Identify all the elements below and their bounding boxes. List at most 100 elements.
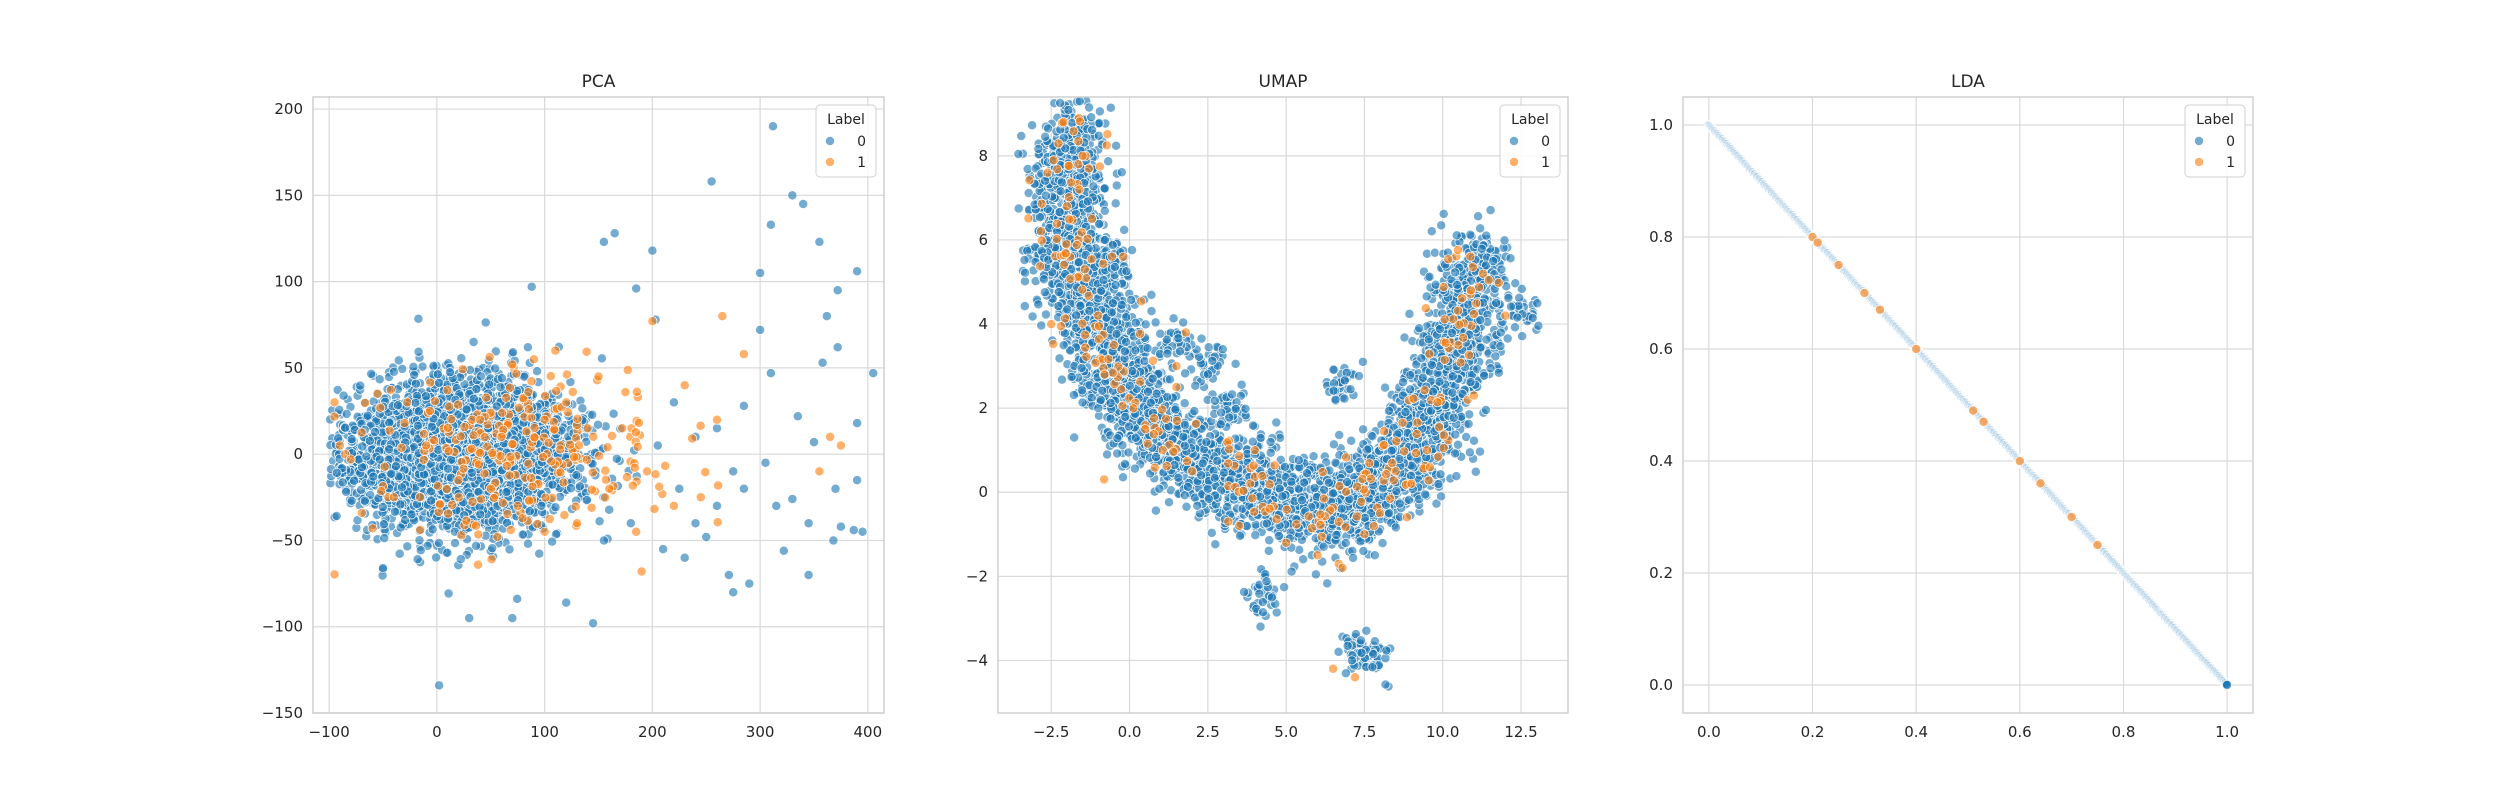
point-label-0	[370, 427, 379, 436]
point-label-0	[414, 347, 423, 356]
point-label-1	[648, 317, 657, 326]
point-label-0	[712, 424, 721, 433]
point-label-0	[433, 370, 442, 379]
point-label-0	[1211, 540, 1220, 549]
point-label-1	[419, 429, 428, 438]
point-label-1	[508, 439, 517, 448]
point-label-0	[593, 420, 602, 429]
point-label-0	[467, 468, 476, 477]
point-label-1	[385, 426, 394, 435]
point-label-1	[380, 462, 389, 471]
x-tick-label: 400	[854, 723, 883, 741]
point-label-0	[818, 358, 827, 367]
point-label-1	[530, 433, 539, 442]
point-label-0	[385, 445, 394, 454]
point-label-1	[456, 432, 465, 441]
point-label-1	[529, 355, 538, 364]
point-label-1	[497, 432, 506, 441]
point-label-0	[450, 539, 459, 548]
point-label-0	[413, 421, 422, 430]
point-label-0	[369, 472, 378, 481]
point-label-0	[610, 229, 619, 238]
point-label-0	[858, 527, 867, 536]
point-label-1	[582, 455, 591, 464]
point-label-0	[729, 467, 738, 476]
point-label-1	[618, 424, 627, 433]
point-label-0	[443, 548, 452, 557]
point-label-0	[429, 361, 438, 370]
point-label-0	[595, 517, 604, 526]
point-label-1	[696, 421, 705, 430]
point-label-0	[432, 553, 441, 562]
point-label-1	[361, 398, 370, 407]
point-label-0	[356, 381, 365, 390]
point-label-0	[626, 519, 635, 528]
point-label-0	[347, 435, 356, 444]
point-label-0	[804, 519, 813, 528]
point-label-0	[502, 488, 511, 497]
point-label-0	[589, 619, 598, 628]
point-label-1	[457, 531, 466, 540]
point-label-0	[609, 409, 618, 418]
point-label-1	[688, 434, 697, 443]
point-label-0	[469, 394, 478, 403]
point-label-0	[761, 458, 770, 467]
point-label-1	[669, 501, 678, 510]
point-label-1	[397, 443, 406, 452]
point-label-0	[853, 476, 862, 485]
point-label-0	[675, 484, 684, 493]
point-label-0	[508, 348, 517, 357]
point-label-0	[809, 438, 818, 447]
point-label-1	[603, 443, 612, 452]
point-label-0	[833, 286, 842, 295]
point-label-1	[552, 386, 561, 395]
point-label-0	[599, 536, 608, 545]
point-label-0	[632, 284, 641, 293]
point-label-0	[496, 383, 505, 392]
point-label-0	[562, 598, 571, 607]
point-label-1	[403, 398, 412, 407]
y-tick-label: 200	[274, 100, 303, 118]
point-label-0	[729, 588, 738, 597]
point-label-0	[389, 367, 398, 376]
point-label-0	[456, 555, 465, 564]
point-label-0	[397, 483, 406, 492]
point-label-0	[766, 369, 775, 378]
point-label-0	[415, 536, 424, 545]
point-label-1	[589, 432, 598, 441]
point-label-0	[523, 343, 532, 352]
point-label-1	[489, 493, 498, 502]
point-label-1	[426, 378, 435, 387]
point-label-1	[622, 473, 631, 482]
point-label-0	[756, 268, 765, 277]
point-label-0	[378, 502, 387, 511]
point-label-1	[632, 527, 641, 536]
point-label-1	[594, 372, 603, 381]
point-label-0	[772, 501, 781, 510]
point-label-1	[541, 391, 550, 400]
point-label-0	[465, 614, 474, 623]
point-label-1	[419, 455, 428, 464]
point-label-0	[411, 379, 420, 388]
point-label-1	[506, 452, 515, 461]
point-label-1	[637, 567, 646, 576]
point-label-0	[724, 570, 733, 579]
point-label-0	[396, 523, 405, 532]
point-label-0	[822, 312, 831, 321]
point-label-1	[508, 360, 517, 369]
point-label-0	[1207, 528, 1216, 537]
point-label-1	[386, 385, 395, 394]
point-label-0	[469, 337, 478, 346]
point-label-1	[601, 466, 610, 475]
point-label-1	[512, 369, 521, 378]
point-label-1	[583, 424, 592, 433]
point-label-0	[360, 496, 369, 505]
point-label-0	[427, 422, 436, 431]
point-label-1	[630, 463, 639, 472]
point-label-1	[460, 422, 469, 431]
point-label-1	[448, 500, 457, 509]
point-label-1	[836, 441, 845, 450]
point-label-1	[570, 453, 579, 462]
point-label-0	[653, 441, 662, 450]
